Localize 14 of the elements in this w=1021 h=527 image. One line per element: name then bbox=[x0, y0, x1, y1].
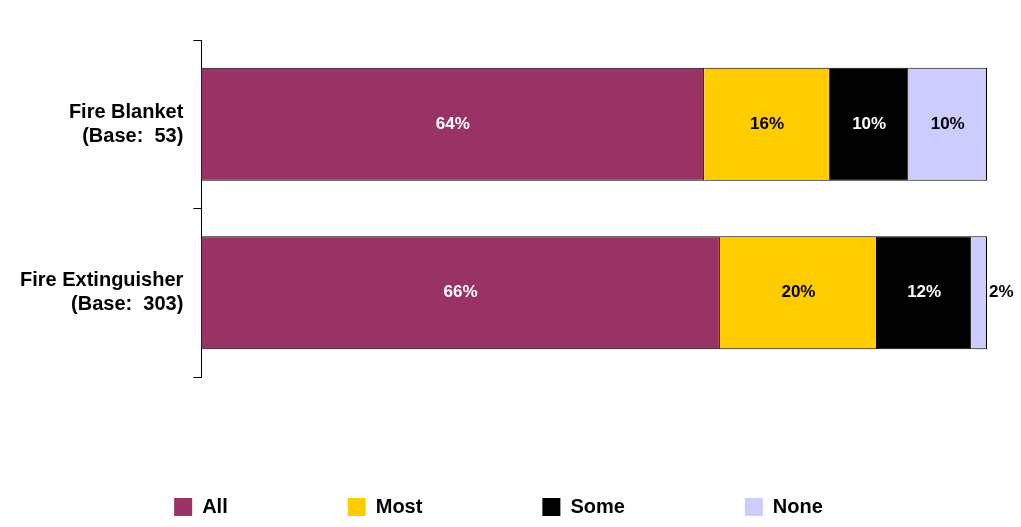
legend-label: All bbox=[202, 494, 228, 517]
data-label: 64% bbox=[435, 113, 470, 133]
data-label: 2% bbox=[989, 282, 1014, 302]
legend-label: None bbox=[772, 494, 823, 517]
data-label: 10% bbox=[852, 113, 887, 133]
y-tick-label: Fire Extinguisher (Base: 303) bbox=[19, 268, 184, 315]
data-label: 66% bbox=[443, 282, 478, 302]
data-label: 20% bbox=[781, 282, 816, 302]
legend-label: Most bbox=[375, 494, 423, 517]
data-label: 10% bbox=[930, 113, 965, 133]
y-tick-label: Fire Blanket (Base: 53) bbox=[68, 99, 184, 146]
data-label: 12% bbox=[907, 282, 942, 302]
legend-label: Some bbox=[570, 494, 625, 517]
data-label: 16% bbox=[750, 113, 785, 133]
